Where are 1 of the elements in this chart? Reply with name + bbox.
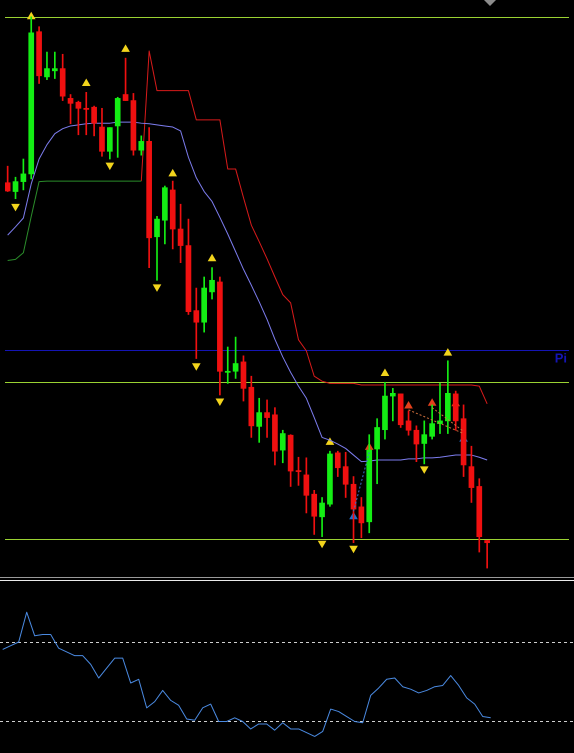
ref-line-label: Pi — [554, 350, 567, 366]
